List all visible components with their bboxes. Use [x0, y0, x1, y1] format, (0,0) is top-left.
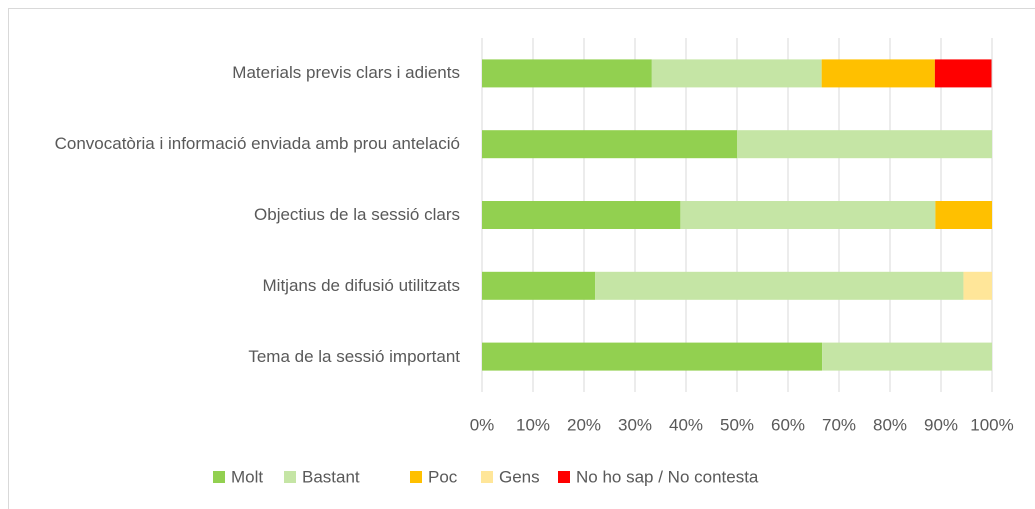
legend-label: Gens: [499, 467, 540, 486]
x-tick-label: 40%: [669, 415, 703, 434]
x-tick-label: 100%: [970, 415, 1013, 434]
x-tick-label: 30%: [618, 415, 652, 434]
x-tick-label: 60%: [771, 415, 805, 434]
bar-segment: [821, 59, 935, 88]
legend-label: Poc: [428, 467, 458, 486]
y-tick-label: Objectius de la sessió clars: [254, 205, 460, 224]
bar-segment: [935, 201, 992, 229]
chart-frame: [8, 8, 1035, 509]
legend-swatch: [213, 471, 225, 483]
legend-label: Bastant: [302, 467, 360, 486]
bar-segment: [482, 130, 737, 159]
legend-swatch: [284, 471, 296, 483]
legend-label: No ho sap / No contesta: [576, 467, 759, 486]
y-tick-label: Mitjans de difusió utilitzats: [262, 275, 460, 295]
bar-segment: [651, 59, 822, 88]
y-tick-label: Materials previs clars i adients: [232, 63, 460, 83]
x-tick-label: 90%: [924, 415, 958, 434]
bar-segment: [595, 271, 964, 300]
bar-segment: [963, 271, 992, 300]
y-tick-label: Tema de la sessió important: [248, 346, 460, 366]
legend-swatch: [558, 471, 570, 483]
legend-label: Molt: [231, 467, 263, 486]
x-tick-label: 80%: [873, 415, 907, 434]
y-tick-label: Convocatòria i informació enviada amb pr…: [54, 134, 460, 154]
bar-segment: [680, 201, 936, 229]
x-tick-label: 10%: [516, 415, 550, 434]
x-tick-label: 70%: [822, 415, 856, 434]
bar-segment: [822, 342, 992, 371]
x-tick-label: 20%: [567, 415, 601, 434]
bar-segment: [737, 130, 992, 159]
bar-segment: [482, 342, 823, 371]
legend-swatch: [481, 471, 493, 483]
legend-swatch: [410, 471, 422, 483]
bar-segment: [934, 59, 992, 88]
x-tick-label: 0%: [470, 415, 495, 434]
bar-segment: [482, 201, 681, 229]
bar-segment: [482, 59, 652, 88]
bar-segment: [482, 271, 596, 300]
x-tick-label: 50%: [720, 415, 754, 434]
